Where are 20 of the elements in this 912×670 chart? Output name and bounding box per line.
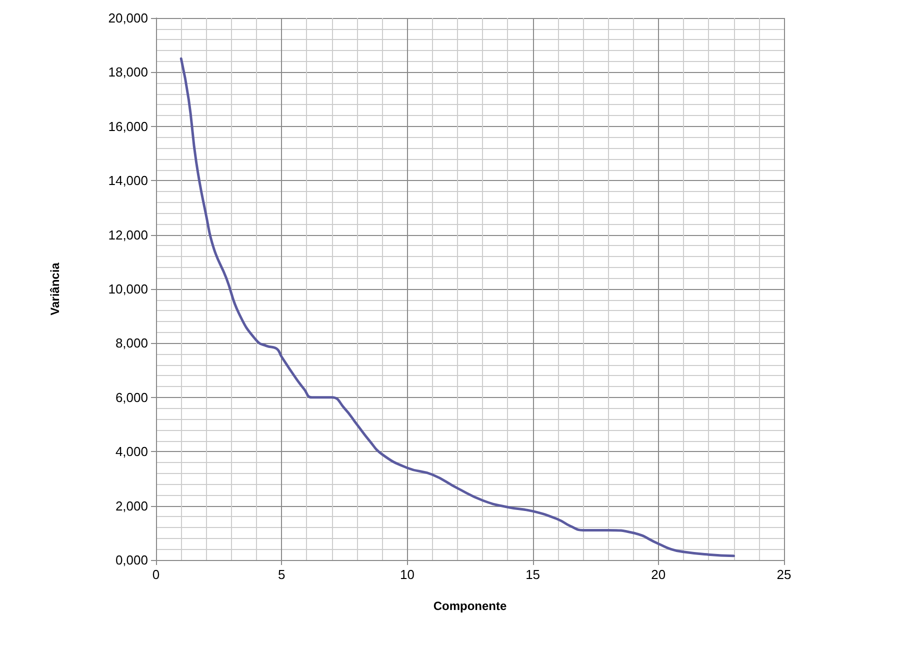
y-tick-label: 18,000 — [108, 64, 148, 80]
y-tick-label: 20,000 — [108, 10, 148, 26]
y-tick-label: 4,000 — [115, 444, 148, 460]
x-tick-label: 5 — [278, 567, 286, 582]
y-tick-label: 12,000 — [108, 227, 148, 242]
x-tick-label: 0 — [152, 567, 160, 582]
line-series — [180, 57, 736, 558]
y-axis-title: Variância — [48, 262, 62, 316]
x-axis-title: Componente — [433, 599, 507, 613]
x-tick-label: 10 — [400, 567, 414, 582]
y-tick-label: 14,000 — [108, 173, 148, 188]
y-tick-label: 10,000 — [108, 282, 148, 296]
x-tick-label: 20 — [651, 567, 666, 582]
x-tick-label: 25 — [776, 567, 792, 582]
y-tick-label: 2,000 — [115, 498, 148, 514]
x-tick-label: 15 — [526, 567, 540, 582]
y-tick-label: 8,000 — [115, 336, 148, 351]
y-tick-label: 16,000 — [108, 118, 148, 134]
y-tick-label: 0,000 — [115, 552, 148, 568]
y-tick-label: 6,000 — [115, 390, 148, 405]
